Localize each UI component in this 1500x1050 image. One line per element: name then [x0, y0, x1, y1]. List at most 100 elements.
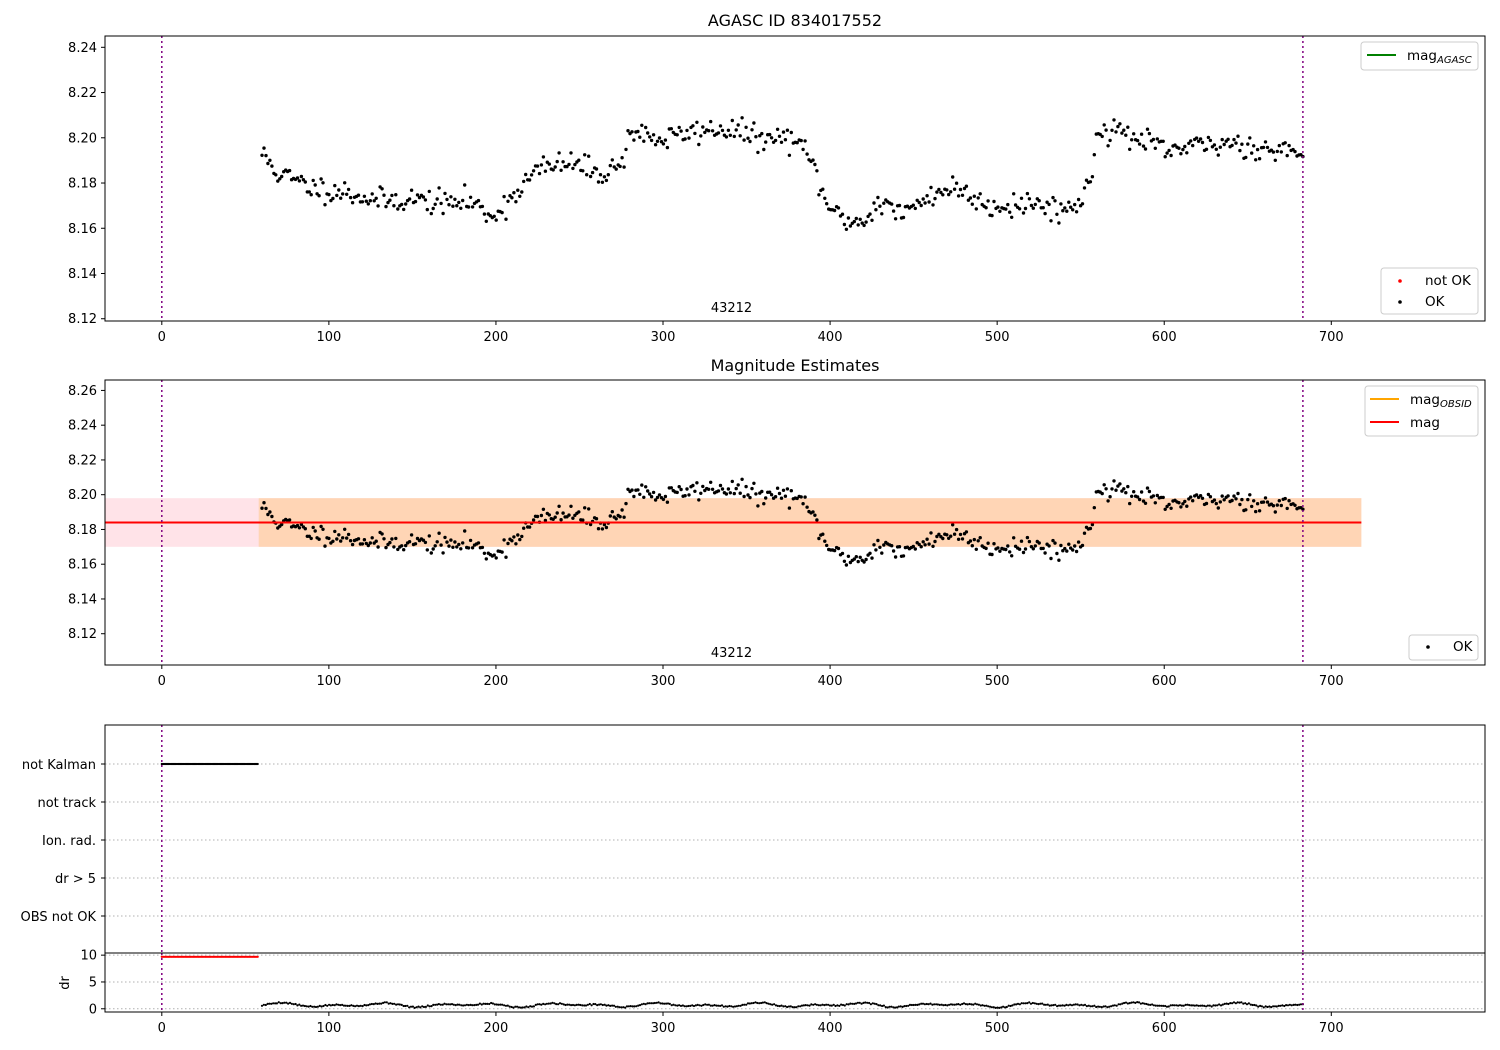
- legend-ok-label: OK: [1425, 294, 1446, 310]
- dr-point: [1182, 1004, 1185, 1007]
- agasc-data-point: [583, 153, 587, 157]
- estimate-data-point: [384, 545, 388, 550]
- estimate-data-point: [718, 483, 723, 488]
- dr-point: [998, 1006, 1001, 1010]
- estimate-data-point: [760, 489, 764, 494]
- agasc-data-point: [1250, 151, 1254, 155]
- estimate-data-point: [1132, 490, 1136, 494]
- dr-point: [320, 1005, 323, 1008]
- estimate-data-point: [1204, 501, 1209, 506]
- dr-point: [1102, 1005, 1105, 1008]
- dr-point: [341, 1003, 344, 1007]
- dr-point: [771, 1003, 774, 1006]
- agasc-data-point: [557, 151, 561, 155]
- dr-point: [666, 1002, 670, 1005]
- flag-point: [256, 762, 259, 766]
- agasc-data-point: [413, 199, 418, 204]
- dr-point: [918, 1003, 921, 1006]
- estimate-data-point: [1006, 544, 1010, 548]
- agasc-title: AGASC ID 834017552: [708, 11, 882, 30]
- estimate-data-point: [998, 549, 1002, 553]
- dr-point: [620, 1006, 623, 1009]
- dr-point: [638, 1004, 642, 1007]
- estimate-data-point: [648, 492, 652, 496]
- estimates-line-legend: magOBSID mag: [1364, 385, 1479, 437]
- dr-point: [624, 1006, 627, 1009]
- agasc-data-point: [1234, 141, 1238, 145]
- estimate-data-point: [433, 544, 437, 548]
- dr-point: [573, 1004, 577, 1007]
- dr-point: [1061, 1004, 1064, 1007]
- agasc-data-point: [380, 187, 384, 191]
- estimate-data-point: [675, 490, 679, 495]
- dr-point: [508, 1005, 511, 1008]
- estimate-data-point: [1147, 489, 1152, 494]
- agasc-data-point: [449, 195, 453, 199]
- estimate-data-point: [813, 513, 817, 517]
- dr-point: [1087, 1004, 1090, 1007]
- dr-point: [959, 1003, 962, 1006]
- agasc-data-point: [1128, 147, 1132, 151]
- estimate-data-point: [1143, 501, 1148, 505]
- agasc-data-point: [559, 168, 563, 172]
- agasc-data-point: [921, 197, 925, 201]
- dr-point: [1082, 1004, 1085, 1007]
- estimate-data-point: [752, 481, 756, 485]
- dr-point: [1240, 1001, 1243, 1004]
- dr-point: [1067, 1004, 1070, 1007]
- agasc-data-point: [1236, 134, 1240, 138]
- dr-point: [827, 1003, 830, 1006]
- agasc-data-point: [789, 130, 793, 135]
- agasc-data-point: [402, 207, 406, 212]
- legend-mag-obsid-text: mag: [1410, 392, 1440, 408]
- dr-point: [694, 1004, 698, 1007]
- dr-point: [892, 1006, 895, 1009]
- agasc-data-point: [764, 140, 768, 144]
- agasc-data-point: [891, 209, 896, 213]
- dr-point: [1298, 1003, 1301, 1006]
- estimate-data-point: [852, 557, 856, 561]
- dr-point: [402, 1004, 405, 1008]
- agasc-data-point: [577, 158, 581, 162]
- dr-point: [421, 1005, 424, 1008]
- dr-point: [530, 1005, 534, 1008]
- agasc-data-point: [480, 204, 485, 209]
- estimates-ytick-label: 8.20: [68, 488, 97, 503]
- agasc-data-point: [278, 177, 282, 181]
- dr-point: [812, 1003, 815, 1006]
- agasc-data-point: [522, 179, 526, 184]
- estimate-data-point: [779, 496, 784, 500]
- dr-point: [1231, 1002, 1234, 1005]
- agasc-ytick-label: 8.22: [68, 86, 97, 101]
- estimate-data-point: [868, 551, 872, 555]
- agasc-data-point: [1045, 200, 1049, 204]
- estimate-data-point: [309, 536, 313, 541]
- agasc-data-point: [427, 189, 431, 194]
- estimate-data-point: [783, 494, 788, 498]
- estimate-data-point: [266, 512, 270, 517]
- estimate-data-point: [803, 495, 807, 499]
- estimate-data-point: [1106, 499, 1110, 503]
- dr-point: [1143, 1002, 1146, 1005]
- agasc-data-point: [321, 181, 325, 185]
- agasc-data-point: [685, 128, 689, 133]
- dr-point: [558, 1002, 562, 1005]
- agasc-data-point: [785, 128, 790, 132]
- agasc-data-point: [317, 194, 321, 198]
- agasc-data-point: [1153, 146, 1158, 150]
- estimate-data-point: [984, 546, 988, 551]
- agasc-data-point: [866, 214, 870, 219]
- dr-point: [702, 1003, 705, 1007]
- agasc-ytick-label: 8.18: [68, 177, 97, 192]
- estimate-data-point: [949, 534, 953, 538]
- agasc-data-point: [990, 213, 994, 218]
- agasc-data-point: [287, 168, 292, 173]
- estimate-data-point: [1255, 502, 1260, 506]
- estimate-data-point: [1057, 558, 1061, 562]
- dr-point: [975, 1003, 979, 1006]
- dr-point: [519, 1006, 523, 1009]
- agasc-data-point: [1137, 142, 1142, 146]
- estimate-data-point: [679, 487, 683, 492]
- estimate-data-point: [630, 488, 634, 492]
- dr-point: [715, 1004, 718, 1007]
